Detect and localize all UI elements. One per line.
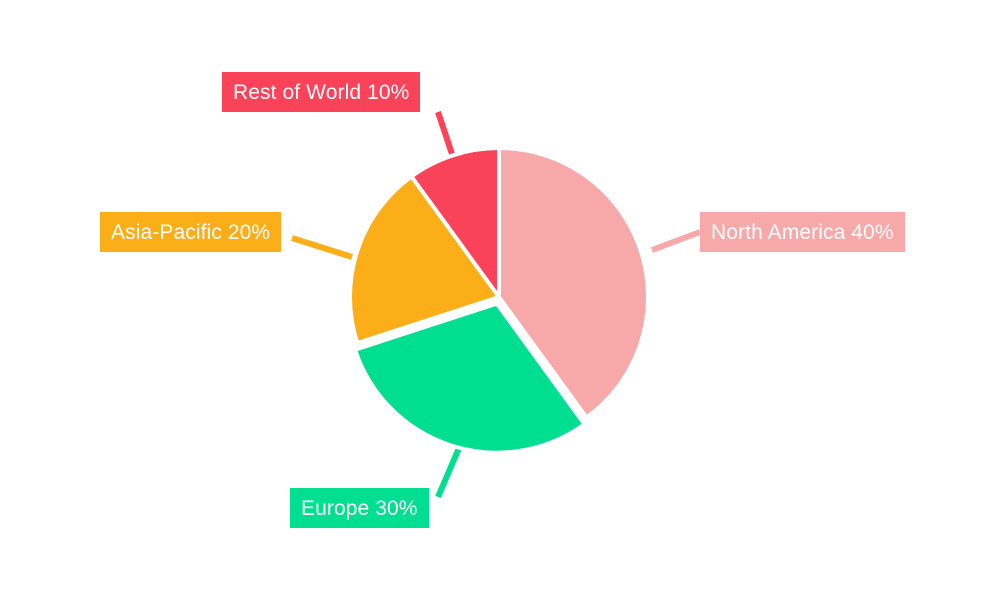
leader-line-europe	[435, 439, 465, 499]
pie-slice-europe[interactable]	[353, 301, 587, 455]
data-label-rest-of-world[interactable]: Rest of World 10%	[222, 72, 421, 112]
leader-line-asia-pacific	[291, 235, 353, 260]
pie-slices	[348, 146, 650, 455]
pie-slice-rest-of-world[interactable]	[409, 146, 501, 299]
data-label-north-america[interactable]: North America 40%	[700, 212, 905, 252]
pie-slice-north-america[interactable]	[497, 146, 650, 420]
leader-line-north-america	[650, 229, 702, 253]
data-label-asia-pacific[interactable]: Asia-Pacific 20%	[100, 212, 282, 252]
pie-slice-asia-pacific[interactable]	[348, 174, 501, 346]
data-label-europe[interactable]: Europe 30%	[290, 488, 429, 528]
